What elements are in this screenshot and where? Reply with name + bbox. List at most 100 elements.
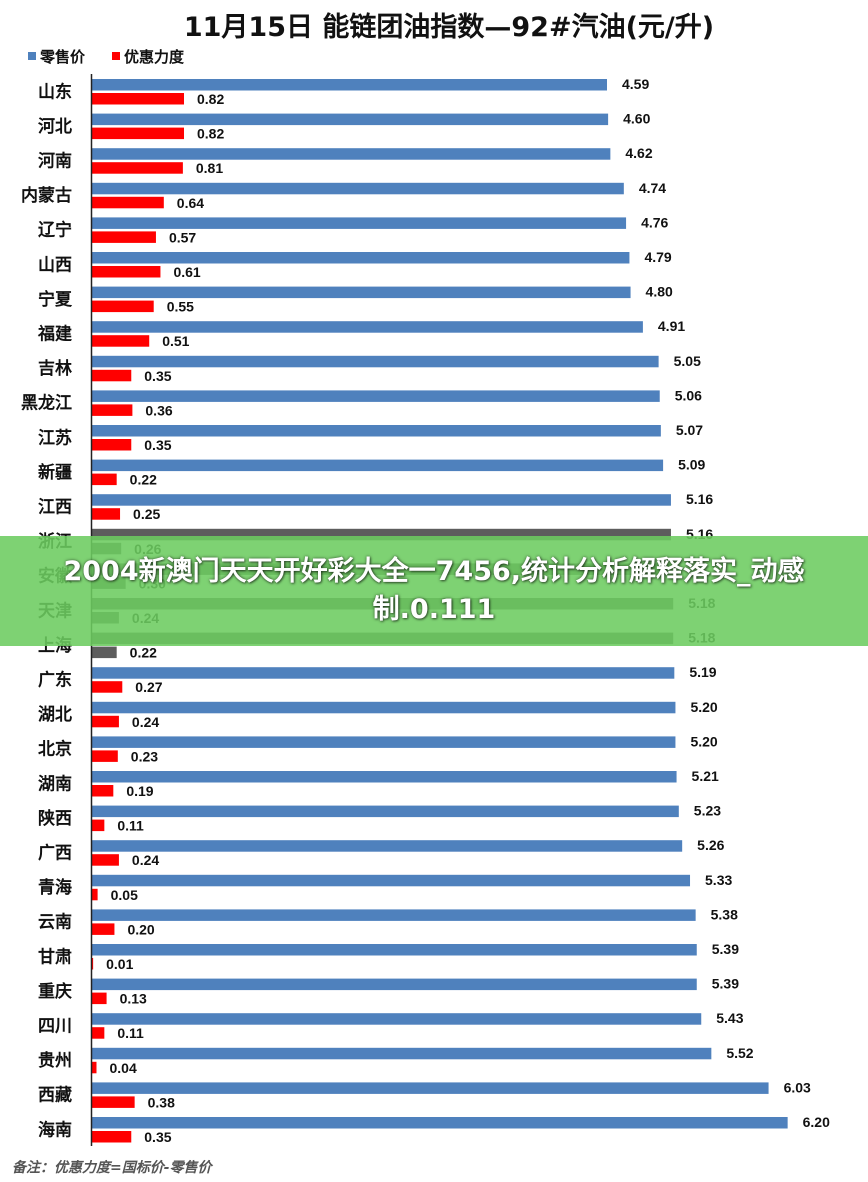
category-label: 西藏 <box>38 1086 72 1106</box>
discount-bar <box>92 1096 135 1108</box>
discount-label: 0.35 <box>144 368 171 384</box>
retail-price-label: 4.59 <box>622 76 649 92</box>
discount-label: 0.22 <box>130 472 157 488</box>
discount-bar <box>92 439 132 451</box>
discount-label: 0.64 <box>177 195 204 211</box>
category-label: 海南 <box>38 1119 72 1140</box>
legend-label-retail: 零售价 <box>39 48 86 66</box>
category-label: 河北 <box>38 117 72 137</box>
category-label: 山东 <box>38 81 72 102</box>
retail-price-label: 5.20 <box>690 733 717 749</box>
category-label: 新疆 <box>38 462 72 483</box>
category-label: 宁夏 <box>38 289 73 310</box>
discount-label: 0.24 <box>132 714 159 730</box>
discount-bar <box>92 231 156 243</box>
retail-price-label: 5.52 <box>726 1045 753 1061</box>
retail-price-label: 5.16 <box>686 491 713 507</box>
retail-price-label: 5.19 <box>689 664 716 680</box>
discount-label: 0.38 <box>148 1094 175 1110</box>
discount-bar <box>92 508 121 520</box>
retail-price-bar <box>92 182 624 195</box>
retail-price-label: 6.03 <box>784 1079 811 1095</box>
discount-label: 0.24 <box>132 852 159 868</box>
discount-bar <box>92 1061 97 1074</box>
discount-label: 0.27 <box>135 679 162 695</box>
discount-bar <box>92 1131 132 1143</box>
category-label: 陕西 <box>38 808 72 829</box>
discount-bar <box>92 404 133 416</box>
category-label: 辽宁 <box>38 220 72 241</box>
retail-price-label: 4.79 <box>644 249 671 265</box>
retail-price-label: 5.21 <box>692 768 719 784</box>
retail-price-bar <box>92 355 659 368</box>
discount-bar <box>92 750 118 762</box>
discount-label: 0.82 <box>197 126 224 142</box>
retail-price-bar <box>92 978 697 991</box>
discount-bar <box>92 923 115 935</box>
footnote: 备注：优惠力度=国标价-零售价 <box>12 1159 214 1176</box>
retail-price-bar <box>92 252 630 264</box>
discount-bar <box>92 785 114 797</box>
retail-price-bar <box>92 113 609 126</box>
category-label: 广西 <box>38 843 72 864</box>
retail-price-label: 5.33 <box>705 872 732 888</box>
category-label: 湖南 <box>38 773 72 794</box>
retail-price-bar <box>92 1117 788 1129</box>
category-label: 河南 <box>38 151 72 172</box>
discount-label: 0.57 <box>169 229 196 245</box>
legend: 零售价 优惠力度 <box>28 48 185 66</box>
category-label: 重庆 <box>38 981 72 1002</box>
retail-price-bar <box>92 459 664 472</box>
discount-bar <box>92 93 185 105</box>
discount-bar <box>92 473 117 486</box>
category-label: 四川 <box>38 1017 72 1037</box>
retail-price-label: 5.38 <box>711 906 738 922</box>
retail-price-bar <box>92 1013 702 1025</box>
discount-bar <box>92 715 119 728</box>
discount-label: 0.35 <box>144 1129 171 1145</box>
discount-label: 0.55 <box>167 299 194 315</box>
retail-price-label: 5.23 <box>694 803 721 819</box>
overlay-banner-text: 2004新澳门天天开好彩大全一7456,统计分析解释落实_动感制.0.111 <box>63 556 805 625</box>
category-label: 山西 <box>38 255 72 275</box>
discount-label: 0.81 <box>196 160 223 176</box>
retail-price-label: 5.09 <box>678 457 705 473</box>
discount-label: 0.20 <box>127 921 154 937</box>
retail-price-label: 4.62 <box>625 145 652 161</box>
discount-label: 0.51 <box>162 333 189 349</box>
retail-price-bar <box>92 1047 712 1060</box>
discount-bar <box>92 958 94 970</box>
discount-bar <box>92 162 183 174</box>
discount-label: 0.23 <box>131 748 158 764</box>
retail-price-label: 5.39 <box>712 976 739 992</box>
discount-label: 0.11 <box>117 818 144 834</box>
discount-label: 0.05 <box>111 887 138 903</box>
retail-price-label: 5.07 <box>676 422 703 438</box>
discount-label: 0.61 <box>173 264 200 280</box>
legend-swatch-discount <box>112 52 120 60</box>
retail-price-bar <box>92 286 631 299</box>
discount-label: 0.35 <box>144 437 171 453</box>
discount-bar <box>92 1027 105 1039</box>
retail-price-bar <box>92 736 676 748</box>
discount-label: 0.36 <box>145 402 172 418</box>
retail-price-bar <box>92 217 627 229</box>
discount-bar <box>92 196 164 209</box>
retail-price-bar <box>92 667 675 679</box>
legend-label-discount: 优惠力度 <box>124 48 185 66</box>
category-label: 贵州 <box>38 1050 72 1071</box>
retail-price-bar <box>92 944 697 956</box>
discount-label: 0.04 <box>109 1060 136 1076</box>
chart-title: 11月15日 能链团油指数—92#汽油(元/升) <box>184 11 714 43</box>
discount-bar <box>92 819 105 832</box>
legend-swatch-retail <box>28 52 36 60</box>
overlay-banner: 2004新澳门天天开好彩大全一7456,统计分析解释落实_动感制.0.111 <box>0 536 868 646</box>
category-label: 广东 <box>38 670 72 691</box>
category-label: 江西 <box>38 498 72 518</box>
discount-bar <box>92 266 161 278</box>
retail-price-bar <box>92 494 671 506</box>
discount-label: 0.82 <box>197 91 224 107</box>
retail-price-bar <box>92 321 643 333</box>
discount-label: 0.22 <box>130 645 157 661</box>
retail-price-label: 4.60 <box>623 111 650 127</box>
